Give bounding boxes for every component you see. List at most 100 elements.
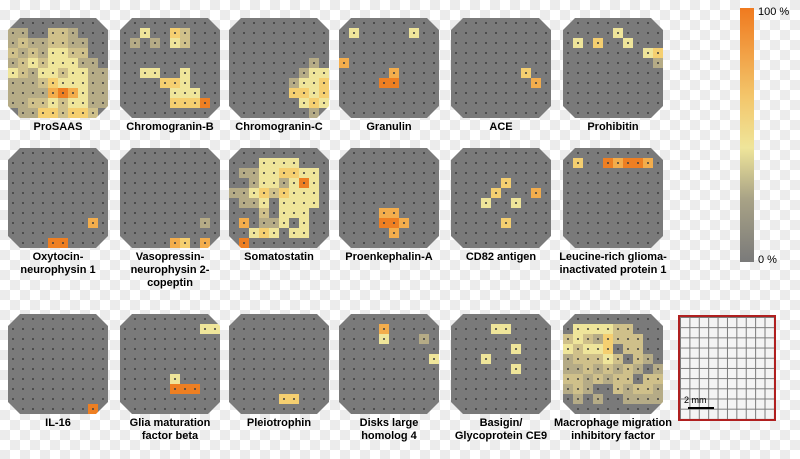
heatmap-cell: [643, 98, 653, 108]
heatmap-cell: [210, 18, 220, 28]
heatmap-cell: [419, 178, 429, 188]
heatmap-cell: [319, 148, 329, 158]
heatmap-cell: [140, 168, 150, 178]
heatmap-cell: [583, 88, 593, 98]
heatmap-cell: [481, 168, 491, 178]
heatmap-cell: [120, 384, 130, 394]
heatmap-cell: [389, 324, 399, 334]
heatmap-cell: [613, 394, 623, 404]
heatmap-cell: [38, 28, 48, 38]
heatmap-cell: [491, 48, 501, 58]
heatmap-cell: [309, 18, 319, 28]
heatmap-cell: [58, 108, 68, 118]
heatmap-cell: [491, 98, 501, 108]
heatmap-cell: [160, 88, 170, 98]
heatmap-cell: [120, 324, 130, 334]
heatmap-cell: [319, 218, 329, 228]
heatmap-cell: [18, 68, 28, 78]
heatmap-cell: [78, 334, 88, 344]
heatmap-cell: [200, 68, 210, 78]
heatmap-cell: [78, 148, 88, 158]
heatmap-cell: [180, 314, 190, 324]
heatmap-cell: [429, 374, 439, 384]
heatmap-cell: [359, 334, 369, 344]
heatmap-cell: [200, 344, 210, 354]
heatmap-cell: [511, 198, 521, 208]
heatmap-cell: [349, 334, 359, 344]
heatmap-cell: [239, 324, 249, 334]
heatmap-cell: [471, 178, 481, 188]
heatmap-cell: [359, 394, 369, 404]
heatmap-cell: [593, 344, 603, 354]
heatmap-cell: [429, 78, 439, 88]
heatmap-cell: [18, 238, 28, 248]
heatmap-cell: [28, 18, 38, 28]
heatmap-cell: [349, 218, 359, 228]
heatmap-cell: [140, 178, 150, 188]
heatmap-cell: [451, 158, 461, 168]
heatmap-cell: [339, 98, 349, 108]
heatmap-cell: [38, 334, 48, 344]
heatmap-cell: [603, 48, 613, 58]
heatmap-cell: [279, 364, 289, 374]
heatmap-cell: [379, 148, 389, 158]
heatmap-cell: [583, 394, 593, 404]
heatmap-cell: [269, 28, 279, 38]
heatmap-cell: [573, 218, 583, 228]
heatmap-cell: [653, 394, 663, 404]
heatmap-cell: [349, 374, 359, 384]
heatmap-cell: [643, 158, 653, 168]
heatmap-cell: [623, 354, 633, 364]
heatmap-cell: [563, 98, 573, 108]
heatmap-cell: [98, 198, 108, 208]
heatmap-cell: [279, 158, 289, 168]
heatmap-cell: [481, 374, 491, 384]
heatmap-cell: [279, 374, 289, 384]
heatmap-cell: [501, 218, 511, 228]
heatmap-cell: [88, 208, 98, 218]
heatmap-cell: [633, 208, 643, 218]
heatmap-cell: [399, 168, 409, 178]
heatmap-cell: [461, 374, 471, 384]
heatmap-cell: [521, 374, 531, 384]
heatmap-cell: [653, 178, 663, 188]
heatmap-panel-leucine-rich-glioma-inactivated-protein-1: Leucine-rich glioma-inactivated protein …: [559, 138, 667, 276]
heatmap-cell: [399, 78, 409, 88]
heatmap-cell: [18, 354, 28, 364]
heatmap-cell: [389, 168, 399, 178]
heatmap-cell: [399, 158, 409, 168]
heatmap-cell: [531, 208, 541, 218]
heatmap-cell: [58, 208, 68, 218]
heatmap-cell: [68, 344, 78, 354]
heatmap-cell: [461, 188, 471, 198]
heatmap-cell: [471, 108, 481, 118]
heatmap-cell: [521, 228, 531, 238]
heatmap-cell: [379, 354, 389, 364]
heatmap-cell: [130, 168, 140, 178]
heatmap-cell: [531, 188, 541, 198]
heatmap-cell: [120, 18, 130, 28]
heatmap-cell: [643, 334, 653, 344]
heatmap-cell: [633, 354, 643, 364]
heatmap-cell: [399, 238, 409, 248]
heatmap-cell: [78, 178, 88, 188]
heatmap-cell: [58, 198, 68, 208]
heatmap-cell: [613, 364, 623, 374]
heatmap-cell: [98, 68, 108, 78]
heatmap-cell: [259, 38, 269, 48]
heatmap-cell: [379, 344, 389, 354]
heatmap-cell: [8, 48, 18, 58]
heatmap-panel-vasopressin-neurophysin-2-copeptin: Vasopressin-neurophysin 2- copeptin: [117, 138, 223, 289]
heatmap-cell: [623, 168, 633, 178]
heatmap-cell: [481, 178, 491, 188]
heatmap-cell: [88, 354, 98, 364]
heatmap-cell: [339, 394, 349, 404]
heatmap-cell: [389, 394, 399, 404]
heatmap-cell: [150, 384, 160, 394]
heatmap-cell: [120, 208, 130, 218]
heatmap-cell: [239, 218, 249, 228]
heatmap-cell: [531, 228, 541, 238]
heatmap-cell: [471, 344, 481, 354]
heatmap-cell: [88, 404, 98, 414]
heatmap-cell: [120, 344, 130, 354]
